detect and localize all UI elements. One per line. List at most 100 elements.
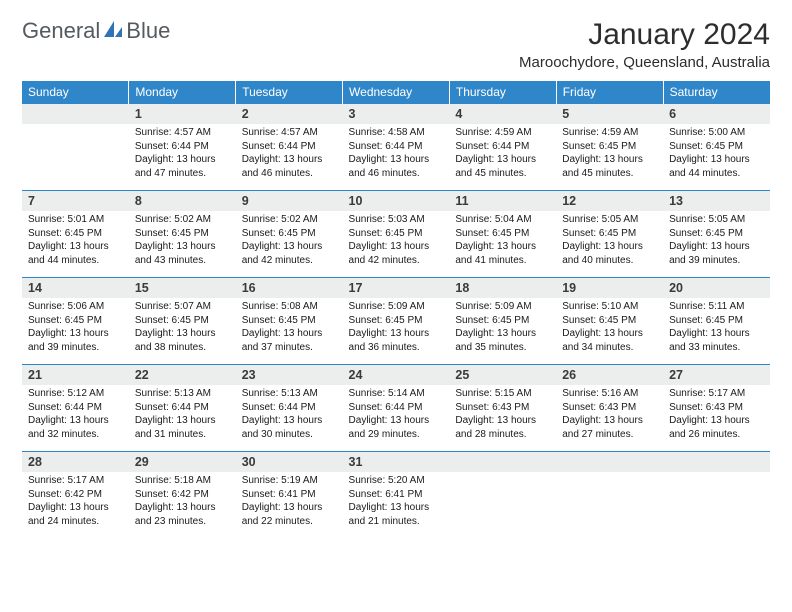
sunrise-line: Sunrise: 5:02 AM	[242, 213, 337, 227]
sunrise-line: Sunrise: 4:57 AM	[242, 126, 337, 140]
calendar-day-cell: 1Sunrise: 4:57 AMSunset: 6:44 PMDaylight…	[129, 104, 236, 191]
sunset-line: Sunset: 6:43 PM	[562, 401, 657, 415]
day-number: 30	[236, 452, 343, 472]
sunset-line: Sunset: 6:45 PM	[242, 314, 337, 328]
sunrise-line: Sunrise: 5:10 AM	[562, 300, 657, 314]
day-body: Sunrise: 5:02 AMSunset: 6:45 PMDaylight:…	[236, 211, 343, 277]
calendar-week-row: 1Sunrise: 4:57 AMSunset: 6:44 PMDaylight…	[22, 104, 770, 191]
day-body: Sunrise: 5:02 AMSunset: 6:45 PMDaylight:…	[129, 211, 236, 277]
sunset-line: Sunset: 6:45 PM	[562, 314, 657, 328]
calendar-day-cell: 21Sunrise: 5:12 AMSunset: 6:44 PMDayligh…	[22, 365, 129, 452]
day-label: Tuesday	[236, 81, 343, 104]
calendar-day-cell	[22, 104, 129, 191]
calendar-day-cell	[556, 452, 663, 539]
day-body	[22, 124, 129, 174]
sunrise-line: Sunrise: 5:14 AM	[349, 387, 444, 401]
calendar-day-cell: 20Sunrise: 5:11 AMSunset: 6:45 PMDayligh…	[663, 278, 770, 365]
calendar-day-cell: 14Sunrise: 5:06 AMSunset: 6:45 PMDayligh…	[22, 278, 129, 365]
day-number: 8	[129, 191, 236, 211]
daylight-line: Daylight: 13 hours and 34 minutes.	[562, 327, 657, 354]
calendar-day-cell: 15Sunrise: 5:07 AMSunset: 6:45 PMDayligh…	[129, 278, 236, 365]
day-body: Sunrise: 4:57 AMSunset: 6:44 PMDaylight:…	[129, 124, 236, 190]
day-body: Sunrise: 4:59 AMSunset: 6:45 PMDaylight:…	[556, 124, 663, 190]
daylight-line: Daylight: 13 hours and 39 minutes.	[28, 327, 123, 354]
daylight-line: Daylight: 13 hours and 47 minutes.	[135, 153, 230, 180]
brand-name-part1: General	[22, 18, 100, 44]
daylight-line: Daylight: 13 hours and 26 minutes.	[669, 414, 764, 441]
day-body: Sunrise: 5:05 AMSunset: 6:45 PMDaylight:…	[663, 211, 770, 277]
day-body: Sunrise: 5:09 AMSunset: 6:45 PMDaylight:…	[449, 298, 556, 364]
sunset-line: Sunset: 6:45 PM	[562, 140, 657, 154]
daylight-line: Daylight: 13 hours and 22 minutes.	[242, 501, 337, 528]
day-number: 20	[663, 278, 770, 298]
day-body: Sunrise: 4:57 AMSunset: 6:44 PMDaylight:…	[236, 124, 343, 190]
calendar-week-row: 7Sunrise: 5:01 AMSunset: 6:45 PMDaylight…	[22, 191, 770, 278]
sunrise-line: Sunrise: 5:00 AM	[669, 126, 764, 140]
sunset-line: Sunset: 6:44 PM	[242, 401, 337, 415]
sunset-line: Sunset: 6:44 PM	[28, 401, 123, 415]
day-number: 26	[556, 365, 663, 385]
calendar-day-cell: 22Sunrise: 5:13 AMSunset: 6:44 PMDayligh…	[129, 365, 236, 452]
daylight-line: Daylight: 13 hours and 44 minutes.	[28, 240, 123, 267]
calendar-day-cell: 8Sunrise: 5:02 AMSunset: 6:45 PMDaylight…	[129, 191, 236, 278]
daylight-line: Daylight: 13 hours and 38 minutes.	[135, 327, 230, 354]
sunrise-line: Sunrise: 5:17 AM	[28, 474, 123, 488]
day-number: 15	[129, 278, 236, 298]
daylight-line: Daylight: 13 hours and 27 minutes.	[562, 414, 657, 441]
day-body: Sunrise: 5:11 AMSunset: 6:45 PMDaylight:…	[663, 298, 770, 364]
daylight-line: Daylight: 13 hours and 46 minutes.	[349, 153, 444, 180]
sunrise-line: Sunrise: 5:17 AM	[669, 387, 764, 401]
sunset-line: Sunset: 6:45 PM	[669, 227, 764, 241]
calendar-day-cell: 27Sunrise: 5:17 AMSunset: 6:43 PMDayligh…	[663, 365, 770, 452]
day-body: Sunrise: 5:06 AMSunset: 6:45 PMDaylight:…	[22, 298, 129, 364]
calendar-week-row: 21Sunrise: 5:12 AMSunset: 6:44 PMDayligh…	[22, 365, 770, 452]
sunset-line: Sunset: 6:44 PM	[349, 140, 444, 154]
daylight-line: Daylight: 13 hours and 36 minutes.	[349, 327, 444, 354]
daylight-line: Daylight: 13 hours and 23 minutes.	[135, 501, 230, 528]
daylight-line: Daylight: 13 hours and 43 minutes.	[135, 240, 230, 267]
day-number: 17	[343, 278, 450, 298]
day-number: 18	[449, 278, 556, 298]
day-number: 25	[449, 365, 556, 385]
day-body: Sunrise: 5:15 AMSunset: 6:43 PMDaylight:…	[449, 385, 556, 451]
sunset-line: Sunset: 6:44 PM	[135, 401, 230, 415]
day-body: Sunrise: 5:09 AMSunset: 6:45 PMDaylight:…	[343, 298, 450, 364]
day-number: 12	[556, 191, 663, 211]
calendar-day-cell: 9Sunrise: 5:02 AMSunset: 6:45 PMDaylight…	[236, 191, 343, 278]
sunset-line: Sunset: 6:45 PM	[28, 314, 123, 328]
sunset-line: Sunset: 6:45 PM	[669, 314, 764, 328]
sunrise-line: Sunrise: 4:58 AM	[349, 126, 444, 140]
sunset-line: Sunset: 6:45 PM	[242, 227, 337, 241]
calendar-day-cell: 6Sunrise: 5:00 AMSunset: 6:45 PMDaylight…	[663, 104, 770, 191]
day-body: Sunrise: 5:00 AMSunset: 6:45 PMDaylight:…	[663, 124, 770, 190]
sunrise-line: Sunrise: 5:08 AM	[242, 300, 337, 314]
daylight-line: Daylight: 13 hours and 45 minutes.	[562, 153, 657, 180]
calendar-day-cell: 19Sunrise: 5:10 AMSunset: 6:45 PMDayligh…	[556, 278, 663, 365]
day-number: 19	[556, 278, 663, 298]
sunset-line: Sunset: 6:45 PM	[135, 227, 230, 241]
sunrise-line: Sunrise: 5:07 AM	[135, 300, 230, 314]
day-body: Sunrise: 5:14 AMSunset: 6:44 PMDaylight:…	[343, 385, 450, 451]
calendar-week-row: 28Sunrise: 5:17 AMSunset: 6:42 PMDayligh…	[22, 452, 770, 539]
page-header: General Blue January 2024 Maroochydore, …	[22, 18, 770, 71]
calendar-day-cell: 4Sunrise: 4:59 AMSunset: 6:44 PMDaylight…	[449, 104, 556, 191]
calendar-day-cell: 12Sunrise: 5:05 AMSunset: 6:45 PMDayligh…	[556, 191, 663, 278]
title-block: January 2024 Maroochydore, Queensland, A…	[519, 18, 770, 71]
day-body: Sunrise: 5:10 AMSunset: 6:45 PMDaylight:…	[556, 298, 663, 364]
calendar-day-cell: 18Sunrise: 5:09 AMSunset: 6:45 PMDayligh…	[449, 278, 556, 365]
sunset-line: Sunset: 6:44 PM	[135, 140, 230, 154]
day-body: Sunrise: 5:20 AMSunset: 6:41 PMDaylight:…	[343, 472, 450, 538]
day-number: 13	[663, 191, 770, 211]
day-number: 21	[22, 365, 129, 385]
sunrise-line: Sunrise: 5:18 AM	[135, 474, 230, 488]
day-number: 9	[236, 191, 343, 211]
sunset-line: Sunset: 6:44 PM	[349, 401, 444, 415]
day-number	[22, 104, 129, 124]
daylight-line: Daylight: 13 hours and 24 minutes.	[28, 501, 123, 528]
day-number: 28	[22, 452, 129, 472]
calendar-header-row: Sunday Monday Tuesday Wednesday Thursday…	[22, 81, 770, 104]
sunset-line: Sunset: 6:45 PM	[349, 314, 444, 328]
day-body: Sunrise: 5:08 AMSunset: 6:45 PMDaylight:…	[236, 298, 343, 364]
sunrise-line: Sunrise: 4:57 AM	[135, 126, 230, 140]
day-number: 27	[663, 365, 770, 385]
